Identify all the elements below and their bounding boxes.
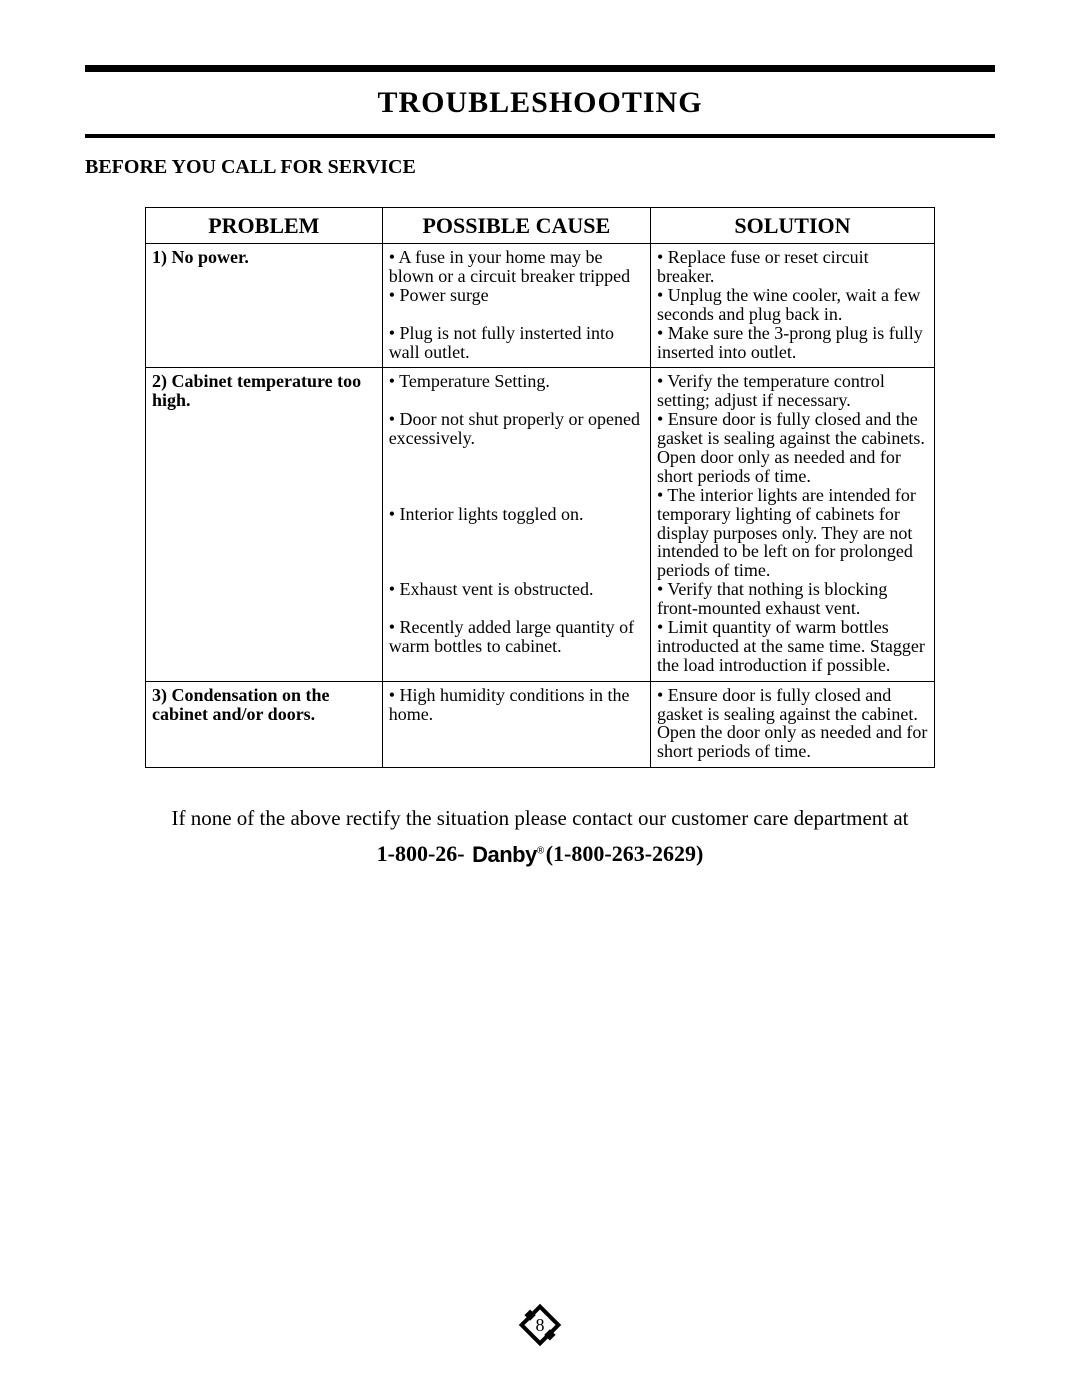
cell-solution: • Ensure door is fully closed and gasket… xyxy=(650,681,934,768)
brand-logo: Danby® xyxy=(470,842,546,868)
phone-prefix: 1-800-26- xyxy=(377,841,470,866)
table-row: 3) Condensation on the cabinet and/or do… xyxy=(146,681,935,768)
table-row: 1) No power. • A fuse in your home may b… xyxy=(146,244,935,368)
header-cause: POSSIBLE CAUSE xyxy=(382,208,650,244)
title-underline xyxy=(85,134,995,138)
phone-suffix: (1-800-263-2629) xyxy=(546,841,704,866)
registered-mark: ® xyxy=(537,846,544,857)
header-solution: SOLUTION xyxy=(650,208,934,244)
table-row: 2) Cabinet temperature too high. • Tempe… xyxy=(146,368,935,681)
cell-problem: 2) Cabinet temperature too high. xyxy=(146,368,383,681)
table-wrap: PROBLEM POSSIBLE CAUSE SOLUTION 1) No po… xyxy=(85,207,995,768)
page-footer: 8 xyxy=(0,1298,1080,1357)
cell-cause: • A fuse in your home may be blown or a … xyxy=(382,244,650,368)
cell-cause: • Temperature Setting. • Door not shut p… xyxy=(382,368,650,681)
cell-problem: 1) No power. xyxy=(146,244,383,368)
page-number-ornament: 8 xyxy=(513,1298,567,1352)
contact-note: If none of the above rectify the situati… xyxy=(85,806,995,831)
page-number: 8 xyxy=(513,1298,567,1352)
cell-solution: • Replace fuse or reset circuit breaker.… xyxy=(650,244,934,368)
top-rule xyxy=(85,65,995,72)
page: TROUBLESHOOTING BEFORE YOU CALL FOR SERV… xyxy=(0,0,1080,1397)
brand-text: Danby xyxy=(472,842,537,867)
header-problem: PROBLEM xyxy=(146,208,383,244)
cell-solution: • Verify the temperature control setting… xyxy=(650,368,934,681)
section-subhead: BEFORE YOU CALL FOR SERVICE xyxy=(85,156,995,179)
table-header-row: PROBLEM POSSIBLE CAUSE SOLUTION xyxy=(146,208,935,244)
troubleshooting-table: PROBLEM POSSIBLE CAUSE SOLUTION 1) No po… xyxy=(145,207,935,768)
cell-problem: 3) Condensation on the cabinet and/or do… xyxy=(146,681,383,768)
contact-phone: 1-800-26- Danby®(1-800-263-2629) xyxy=(85,841,995,867)
page-title: TROUBLESHOOTING xyxy=(85,86,995,120)
cell-cause: • High humidity conditions in the home. xyxy=(382,681,650,768)
